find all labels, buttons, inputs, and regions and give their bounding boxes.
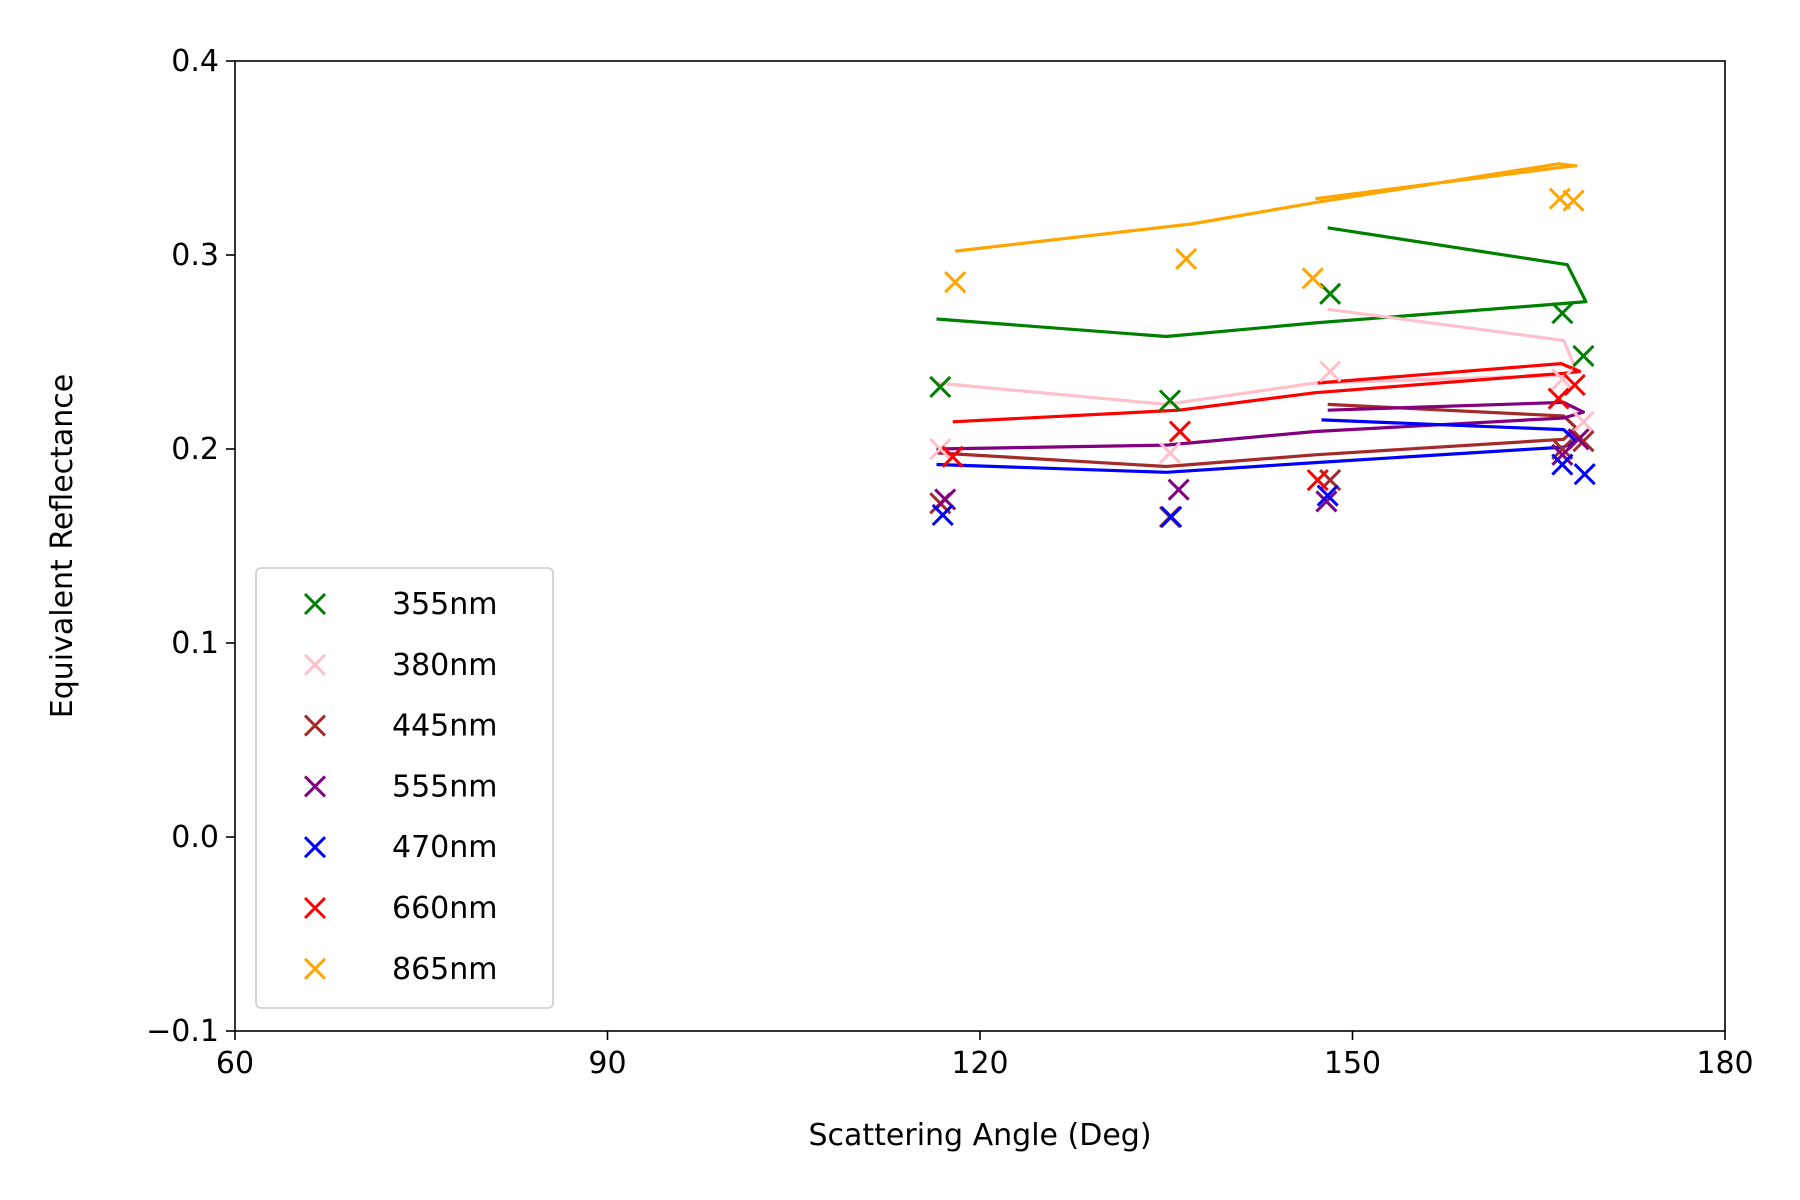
plot-area bbox=[929, 162, 1596, 528]
data-point-555nm bbox=[1315, 490, 1338, 513]
data-point-355nm bbox=[1551, 302, 1574, 325]
data-point-660nm bbox=[1547, 387, 1570, 410]
legend-label: 380nm bbox=[392, 648, 498, 683]
data-point-445nm bbox=[1572, 430, 1595, 453]
data-point-380nm bbox=[1551, 368, 1574, 391]
data-point-355nm bbox=[1572, 344, 1595, 367]
x-tick-label: 90 bbox=[588, 1046, 626, 1081]
y-tick-label: 0.0 bbox=[171, 820, 219, 855]
data-point-380nm bbox=[1572, 410, 1595, 433]
data-point-470nm bbox=[1573, 463, 1596, 486]
data-point-470nm bbox=[1160, 505, 1183, 528]
y-axis-label: Equivalent Reflectance bbox=[45, 374, 80, 719]
legend-marker-380nm bbox=[303, 653, 327, 676]
data-point-555nm bbox=[1567, 428, 1590, 451]
y-tick-label: 0.3 bbox=[171, 238, 219, 273]
y-tick-label: 0.1 bbox=[171, 626, 219, 661]
data-point-660nm bbox=[1306, 468, 1329, 492]
data-point-355nm bbox=[929, 375, 952, 398]
legend-marker-445nm bbox=[303, 714, 327, 737]
data-point-865nm bbox=[1562, 189, 1585, 212]
data-point-865nm bbox=[1301, 267, 1324, 290]
legend-marker-355nm bbox=[303, 592, 327, 616]
axis-ticks: 60 90 120 150 180 −0.1 0.0 0.1 0.2 0.3 0.4 bbox=[146, 44, 1753, 1081]
y-tick-label: 0.2 bbox=[171, 432, 219, 467]
data-point-470nm bbox=[931, 503, 954, 527]
y-tick-label: −0.1 bbox=[146, 1014, 219, 1049]
x-tick-label: 150 bbox=[1324, 1046, 1381, 1081]
legend-marker-555nm bbox=[303, 775, 327, 798]
legend-label: 555nm bbox=[392, 769, 498, 804]
data-point-470nm bbox=[1551, 453, 1574, 476]
x-axis-label: Scattering Angle (Deg) bbox=[808, 1118, 1151, 1153]
data-point-445nm bbox=[1551, 437, 1574, 461]
legend-label: 865nm bbox=[392, 952, 498, 987]
data-point-380nm bbox=[1158, 441, 1182, 464]
y-tick-label: 0.4 bbox=[171, 44, 219, 79]
legend-label: 355nm bbox=[392, 587, 498, 622]
data-point-380nm bbox=[1319, 360, 1342, 383]
data-point-355nm bbox=[1158, 389, 1182, 412]
legend-label: 445nm bbox=[392, 709, 498, 744]
legend-marker-865nm bbox=[303, 957, 327, 980]
data-point-660nm bbox=[941, 445, 964, 468]
x-tick-label: 60 bbox=[216, 1046, 254, 1081]
series-line-355nm bbox=[936, 226, 1588, 339]
legend-marker-470nm bbox=[303, 836, 327, 859]
x-tick-label: 180 bbox=[1696, 1046, 1753, 1081]
data-point-380nm bbox=[929, 437, 952, 461]
data-point-470nm bbox=[1316, 484, 1339, 507]
data-point-555nm bbox=[1167, 478, 1190, 501]
legend-label: 660nm bbox=[392, 891, 498, 926]
data-point-660nm bbox=[1563, 373, 1586, 397]
data-point-865nm bbox=[1175, 247, 1198, 270]
legend-label: 470nm bbox=[392, 830, 498, 865]
x-tick-label: 120 bbox=[951, 1046, 1008, 1081]
data-point-660nm bbox=[1168, 420, 1191, 443]
series-line-445nm bbox=[936, 402, 1578, 469]
legend-box bbox=[255, 567, 554, 1009]
data-point-865nm bbox=[944, 271, 967, 294]
legend: 355nm 380nm 445nm 555nm 470nm 660nm 865nm bbox=[255, 567, 554, 1009]
series-line-865nm bbox=[955, 162, 1578, 253]
legend-marker-660nm bbox=[303, 896, 327, 920]
